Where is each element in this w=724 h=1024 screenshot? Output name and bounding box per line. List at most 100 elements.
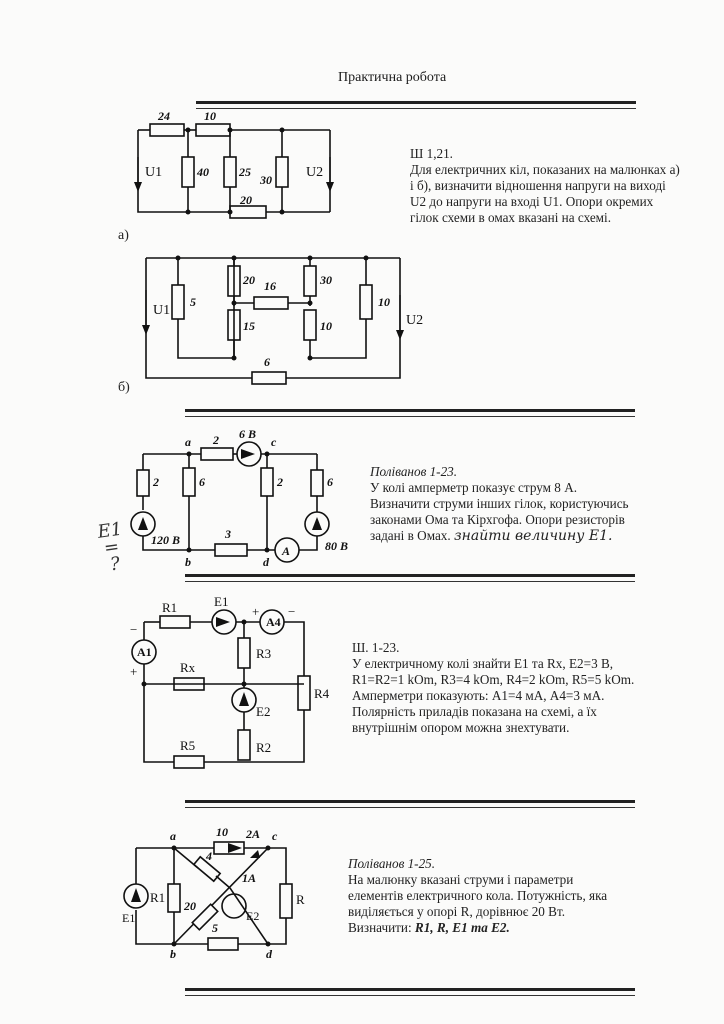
fig2-ammeter: A <box>281 544 290 558</box>
circuit-polivanov-1-25: a c b d 10 2A 4 1A 20 5 E1 R1 E2 R <box>122 825 305 961</box>
problem-3-line: Полярність приладів показана на схемі, а… <box>352 704 597 719</box>
problem-3-code: Ш. 1-23. <box>352 640 400 655</box>
divider-bottom <box>185 988 635 991</box>
fig-b-u1: U1 <box>153 303 170 318</box>
divider-1 <box>185 409 635 412</box>
fig4-e1: E1 <box>122 911 135 925</box>
fig-b-r4: 30 <box>319 273 332 287</box>
divider-3-thin <box>185 807 635 808</box>
problem-1-code: Ш 1,21. <box>410 146 453 161</box>
fig3-r4: R4 <box>314 686 330 701</box>
problem-1-line: гілок схеми в омах вказані на схемі. <box>410 210 611 225</box>
fig3-minus-a4: − <box>288 604 295 619</box>
problem-1-text: Ш 1,21. Для електричних кіл, показаних н… <box>410 146 724 226</box>
problem-3-text: Ш. 1-23. У електричному колі знайти Е1 т… <box>352 640 692 736</box>
divider-top <box>196 101 636 104</box>
fig3-r3: R3 <box>256 646 271 661</box>
fig2-e-top: 6 В <box>239 427 256 441</box>
fig3-r1: R1 <box>162 600 177 615</box>
fig4-r: R <box>296 892 305 907</box>
fig-b-r3: 16 <box>264 279 276 293</box>
problem-2-line: У колі амперметр показує струм 8 А. <box>370 480 578 495</box>
problem-1-line: Для електричних кіл, показаних на малюнк… <box>410 162 680 177</box>
page-title: Практична робота <box>338 70 447 85</box>
problem-1-line: U2 до напруги на вході U1. Опори окремих <box>410 194 654 209</box>
fig2-r-left: 2 <box>152 475 159 489</box>
fig-a-r1: 24 <box>157 109 170 123</box>
fig3-minus-a1: − <box>130 622 137 637</box>
fig-b-r1: 5 <box>190 295 196 309</box>
divider-top-thin <box>196 108 636 109</box>
fig2-r-bottom: 3 <box>224 527 231 541</box>
fig2-r-top: 2 <box>212 433 219 447</box>
circuit-sh-1-23: R1 E1 A4 A1 R3 Rx E2 R4 R2 R5 − + + − <box>130 594 330 769</box>
divider-2 <box>185 574 635 577</box>
problem-1-line: і б), визначити відношення напруги на ви… <box>410 178 666 193</box>
problem-4-line: виділяється у опорі R, дорівнює 20 Вт. <box>348 904 566 919</box>
label-b: б) <box>118 380 130 395</box>
fig2-r-mid1: 6 <box>199 475 205 489</box>
label-a: а) <box>118 228 129 243</box>
fig-b-r7: 10 <box>320 319 332 333</box>
fig-b-r8: 6 <box>264 355 270 369</box>
fig3-a4: A4 <box>266 615 281 629</box>
fig3-r2: R2 <box>256 740 271 755</box>
fig2-node-b: b <box>185 555 191 569</box>
problem-4-ask-vars: R1, R, E1 та E2. <box>414 920 510 935</box>
fig4-r-diag1: 4 <box>205 849 212 863</box>
problem-4-ask: Визначити: R1, R, E1 та E2. <box>348 920 688 936</box>
circuit-polivanov-1-23: a c b d 2 6 В 2 6 2 6 3 120 В 80 В A <box>130 427 348 569</box>
fig4-r-diag2: 20 <box>183 899 196 913</box>
fig3-r5: R5 <box>180 738 195 753</box>
divider-3 <box>185 800 635 803</box>
fig4-i-top: 2A <box>245 827 260 841</box>
fig4-r-bottom: 5 <box>212 921 218 935</box>
problem-4-text: Поліванов 1-25. На малюнку вказані струм… <box>348 856 688 936</box>
fig-a-r5: 30 <box>259 173 272 187</box>
fig2-node-d: d <box>263 555 270 569</box>
problem-2-code: Поліванов 1-23. <box>370 464 458 479</box>
fig-b-u2: U2 <box>406 313 423 328</box>
fig-b-r6: 15 <box>243 319 255 333</box>
fig4-node-c: c <box>272 829 278 843</box>
divider-2-thin <box>185 581 635 582</box>
fig4-e2: E2 <box>246 909 259 923</box>
fig3-plus-a4: + <box>252 604 259 619</box>
fig4-node-a: a <box>170 829 176 843</box>
divider-bottom-thin <box>185 995 635 996</box>
problem-3-line: У електричному колі знайти Е1 та Rx, E2=… <box>352 656 614 671</box>
problem-4-ask-prefix: Визначити: <box>348 920 415 935</box>
problem-3-line: Амперметри показують: А1=4 мА, А4=3 мА. <box>352 688 605 703</box>
fig2-node-a: a <box>185 435 191 449</box>
fig4-r-top: 10 <box>216 825 228 839</box>
fig-a-r6: 20 <box>239 193 252 207</box>
fig3-a1: A1 <box>137 645 152 659</box>
divider-1-thin <box>185 416 635 417</box>
margin-note: E1 = ? <box>96 519 128 576</box>
fig2-e-right: 80 В <box>325 539 348 553</box>
fig-b-r2: 20 <box>242 273 255 287</box>
fig-a-r3: 40 <box>196 165 209 179</box>
fig4-r1: R1 <box>150 890 165 905</box>
fig3-plus-a1: + <box>130 664 137 679</box>
fig2-r-mid2: 2 <box>276 475 283 489</box>
problem-2-last-line: задані в Омах. знайти величину E1. <box>370 528 700 544</box>
fig3-rx: Rx <box>180 660 196 675</box>
problem-2-last-text: задані в Омах. <box>370 528 451 543</box>
circuit-a: 24 10 40 25 30 20 U1 U2 <box>134 109 334 219</box>
problem-2-line: законами Ома та Кірхгофа. Опори резистор… <box>370 512 625 527</box>
problem-2-text: Поліванов 1-23. У колі амперметр показує… <box>370 464 700 544</box>
fig-b-r5: 10 <box>378 295 390 309</box>
fig-a-r4: 25 <box>238 165 251 179</box>
fig2-node-c: c <box>271 435 277 449</box>
fig2-r-right: 6 <box>327 475 333 489</box>
fig3-e2: E2 <box>256 704 270 719</box>
problem-4-code: Поліванов 1-25. <box>348 856 436 871</box>
fig2-e-left: 120 В <box>151 533 180 547</box>
fig4-node-d: d <box>266 947 273 961</box>
handwritten-note: знайти величину E1. <box>454 528 613 544</box>
problem-4-line: елементів електричного кола. Потужність,… <box>348 888 608 903</box>
problem-3-line: R1=R2=1 kOm, R3=4 kOm, R4=2 kOm, R5=5 kO… <box>352 672 635 687</box>
circuit-b: U1 U2 5 20 16 30 10 15 10 6 <box>142 255 423 385</box>
fig3-e1: E1 <box>214 594 228 609</box>
